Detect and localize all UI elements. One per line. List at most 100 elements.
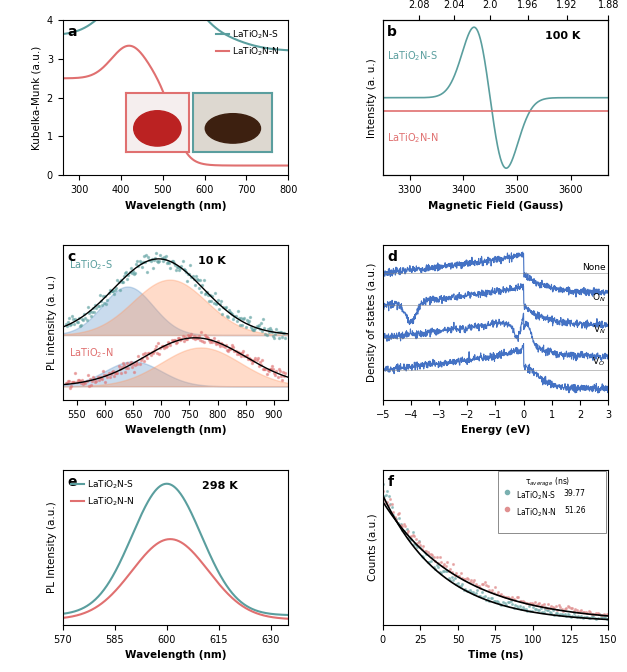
Point [66, 381, 76, 392]
Point [405, 534, 415, 545]
Point [396, 519, 406, 530]
Point [600, 610, 610, 620]
Point [448, 575, 458, 585]
Point [403, 526, 413, 536]
Point [253, 352, 263, 363]
Point [381, 497, 391, 508]
Point [245, 312, 255, 323]
Point [179, 264, 189, 275]
Point [398, 525, 408, 536]
Point [502, 596, 512, 607]
Point [402, 523, 412, 534]
Point [166, 340, 176, 351]
Point [277, 331, 287, 342]
Point [276, 326, 286, 337]
Point [63, 317, 73, 328]
Point [250, 323, 260, 333]
Point [415, 542, 425, 552]
Point [86, 311, 96, 322]
Point [501, 599, 511, 610]
Point [273, 364, 283, 374]
Point [182, 333, 192, 344]
Point [199, 274, 209, 285]
Point [537, 599, 547, 610]
Point [173, 262, 183, 273]
Point [507, 599, 517, 610]
Text: V$_O$: V$_O$ [593, 356, 606, 368]
Point [411, 534, 421, 544]
Point [448, 559, 458, 570]
Point [201, 288, 211, 299]
Point [453, 570, 463, 581]
Point [493, 597, 503, 607]
Point [190, 280, 200, 290]
Point [151, 341, 161, 351]
Point [280, 368, 290, 378]
Point [181, 267, 191, 278]
Point [181, 334, 191, 345]
Text: f: f [387, 474, 393, 489]
Point [515, 596, 525, 607]
Point [280, 333, 290, 343]
Point [61, 321, 71, 331]
Point [130, 360, 140, 370]
Point [432, 552, 442, 562]
Point [406, 530, 416, 541]
Point [149, 255, 159, 265]
Point [102, 370, 112, 380]
Point [228, 342, 238, 353]
Point [475, 591, 485, 601]
Point [65, 382, 75, 393]
Point [110, 285, 120, 296]
Point [384, 500, 394, 511]
Point [574, 606, 584, 617]
Point [497, 599, 507, 610]
Point [562, 608, 572, 619]
Text: O$_N$: O$_N$ [592, 292, 606, 304]
Legend: LaTiO$_2$N-S, LaTiO$_2$N-N: LaTiO$_2$N-S, LaTiO$_2$N-N [213, 25, 283, 61]
Point [96, 296, 106, 307]
Point [240, 351, 250, 362]
Point [582, 612, 592, 622]
Point [218, 308, 228, 319]
Point [379, 495, 389, 505]
Point [549, 603, 559, 614]
Point [244, 353, 254, 364]
Point [192, 274, 202, 284]
Point [191, 271, 201, 282]
Point [382, 485, 393, 496]
Point [176, 334, 186, 345]
Point [513, 592, 523, 603]
Point [409, 531, 419, 542]
Point [394, 507, 404, 518]
Point [60, 319, 70, 329]
Point [515, 601, 525, 612]
Point [572, 612, 582, 622]
Point [525, 597, 535, 608]
Point [112, 282, 122, 293]
Point [213, 294, 223, 305]
Point [76, 378, 86, 388]
Point [169, 257, 179, 268]
Point [535, 601, 545, 612]
Point [97, 299, 107, 310]
Point [268, 364, 278, 374]
Point [406, 534, 416, 544]
Point [93, 372, 103, 382]
Point [194, 283, 204, 294]
Point [83, 302, 93, 312]
Point [135, 256, 145, 267]
Point [137, 261, 147, 272]
Point [199, 289, 209, 300]
Point [512, 600, 522, 611]
Point [173, 333, 183, 344]
Point [426, 556, 436, 566]
Point [393, 509, 403, 519]
Point [263, 365, 273, 376]
Point [385, 493, 395, 504]
Point [61, 378, 71, 388]
Point [546, 601, 556, 612]
Point [273, 333, 283, 343]
Point [70, 367, 80, 378]
Point [120, 267, 130, 278]
